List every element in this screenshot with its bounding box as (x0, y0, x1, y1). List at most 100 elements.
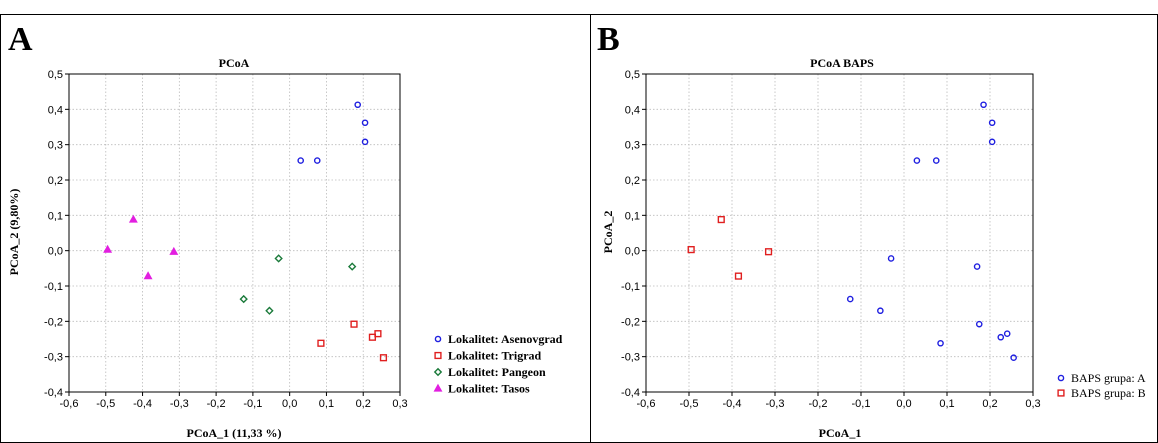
data-point (913, 157, 921, 164)
y-tick-label: -0,1 (44, 281, 63, 293)
x-tick-label: 0,1 (939, 398, 954, 410)
x-tick-label: 0,3 (1025, 398, 1040, 410)
plot-area (645, 73, 1034, 393)
x-tick-label: -0,3 (766, 398, 785, 410)
data-point (350, 320, 358, 328)
chart-b: -0,6 -0,5 -0,4 -0,3 -0,2 -0,1 0,0 0,1 0,2 0,3 -0,4… (601, 56, 1146, 440)
data-point (317, 339, 325, 347)
y-tick-label: -0,3 (44, 352, 63, 364)
x-tick-label: -0,1 (852, 398, 871, 410)
y-axis-label: PCoA_2 (9,80%) (7, 189, 21, 276)
y-tick-label: 0,0 (625, 246, 640, 258)
x-tick-label: -0,5 (96, 398, 115, 410)
x-tick-label: 0,0 (896, 398, 911, 410)
data-point (374, 330, 382, 338)
data-point (361, 119, 369, 127)
panel-a-letter: A (8, 21, 33, 58)
data-point (128, 214, 138, 223)
data-point (239, 294, 248, 304)
x-tick-label: -0,6 (60, 398, 79, 410)
y-tick-label: 0,2 (625, 175, 640, 187)
y-axis-label: PCoA_2 (601, 211, 615, 254)
x-tick-label: 0,2 (356, 398, 371, 410)
x-tick-label: 0,3 (392, 398, 407, 410)
data-point (103, 244, 113, 253)
x-tick-label: 0,1 (319, 398, 334, 410)
y-tick-label: -0,2 (44, 316, 63, 328)
chart-a: -0,6 -0,5 -0,4 -0,3 -0,2 -0,1 0,0 0,1 0,2 0,3 -0,4… (7, 56, 563, 440)
data-point (687, 246, 695, 254)
data-point (379, 354, 388, 362)
x-tick-label: -0,2 (809, 398, 828, 410)
data-point (973, 263, 981, 270)
y-tick-label: -0,1 (621, 281, 640, 293)
data-point (274, 254, 283, 263)
data-point (988, 119, 996, 127)
data-point (997, 333, 1005, 341)
x-tick-label: -0,5 (680, 398, 699, 410)
data-point (354, 101, 362, 109)
y-tick-label: 0,5 (625, 69, 640, 81)
legend-label: Lokalitet: Asenovgrad (448, 332, 563, 346)
y-tick-label: -0,2 (621, 316, 640, 328)
chart-title: PCoA (219, 56, 250, 70)
y-tick-label: 0,0 (48, 246, 63, 258)
data-point (975, 320, 983, 328)
legend-marker (433, 383, 443, 392)
data-point (877, 307, 884, 315)
data-point (980, 101, 987, 109)
data-point (764, 248, 773, 256)
x-tick-label: 0,2 (982, 398, 997, 410)
y-tick-label: 0,4 (625, 104, 640, 116)
x-axis-label: PCoA_1 (819, 426, 862, 440)
data-point (717, 215, 725, 224)
x-tick-label: -0,3 (170, 398, 189, 410)
x-tick-label: -0,4 (133, 398, 152, 410)
data-point (932, 157, 940, 164)
data-point (988, 138, 996, 146)
x-tick-label: -0,1 (243, 398, 262, 410)
data-point (143, 271, 153, 280)
y-tick-label: 0,2 (48, 175, 63, 187)
legend-label: BAPS grupa: A (1071, 371, 1146, 385)
data-point (887, 255, 895, 262)
panel-a-frame (0, 14, 591, 443)
legend-marker (434, 351, 442, 360)
legend-marker (1057, 389, 1065, 397)
data-point (347, 262, 357, 271)
plot-area (68, 73, 401, 393)
legend-marker (434, 335, 442, 343)
x-tick-label: 0,0 (282, 398, 297, 410)
legend-label: Lokalitet: Pangeon (448, 365, 546, 379)
data-point (1010, 354, 1017, 362)
data-point (265, 306, 274, 315)
x-tick-label: -0,6 (637, 398, 656, 410)
legend-label: Lokalitet: Tasos (448, 382, 530, 396)
y-tick-label: 0,4 (48, 104, 63, 116)
panel-b-letter: B (597, 21, 620, 58)
y-tick-label: -0,4 (621, 387, 640, 399)
data-point (313, 157, 321, 164)
y-tick-label: 0,5 (48, 69, 63, 81)
legend-marker (433, 367, 443, 377)
y-tick-label: -0,4 (44, 387, 63, 399)
panel-b-frame (590, 14, 1158, 443)
data-point (734, 272, 743, 280)
y-tick-label: -0,3 (621, 352, 640, 364)
y-tick-label: 0,3 (625, 140, 640, 152)
data-point (937, 339, 944, 347)
legend-marker (1057, 374, 1065, 382)
data-point (1003, 330, 1011, 338)
legend-label: Lokalitet: Trigrad (448, 349, 542, 363)
data-point (297, 157, 305, 164)
y-tick-label: 0,1 (48, 210, 63, 222)
data-point (846, 295, 854, 303)
chart-title: PCoA BAPS (810, 56, 874, 70)
x-axis-label: PCoA_1 (11,33 %) (187, 426, 282, 440)
x-tick-label: -0,2 (207, 398, 226, 410)
legend-label: BAPS grupa: B (1071, 386, 1146, 400)
data-point (361, 138, 369, 146)
y-tick-label: 0,1 (625, 210, 640, 222)
data-point (169, 246, 179, 255)
